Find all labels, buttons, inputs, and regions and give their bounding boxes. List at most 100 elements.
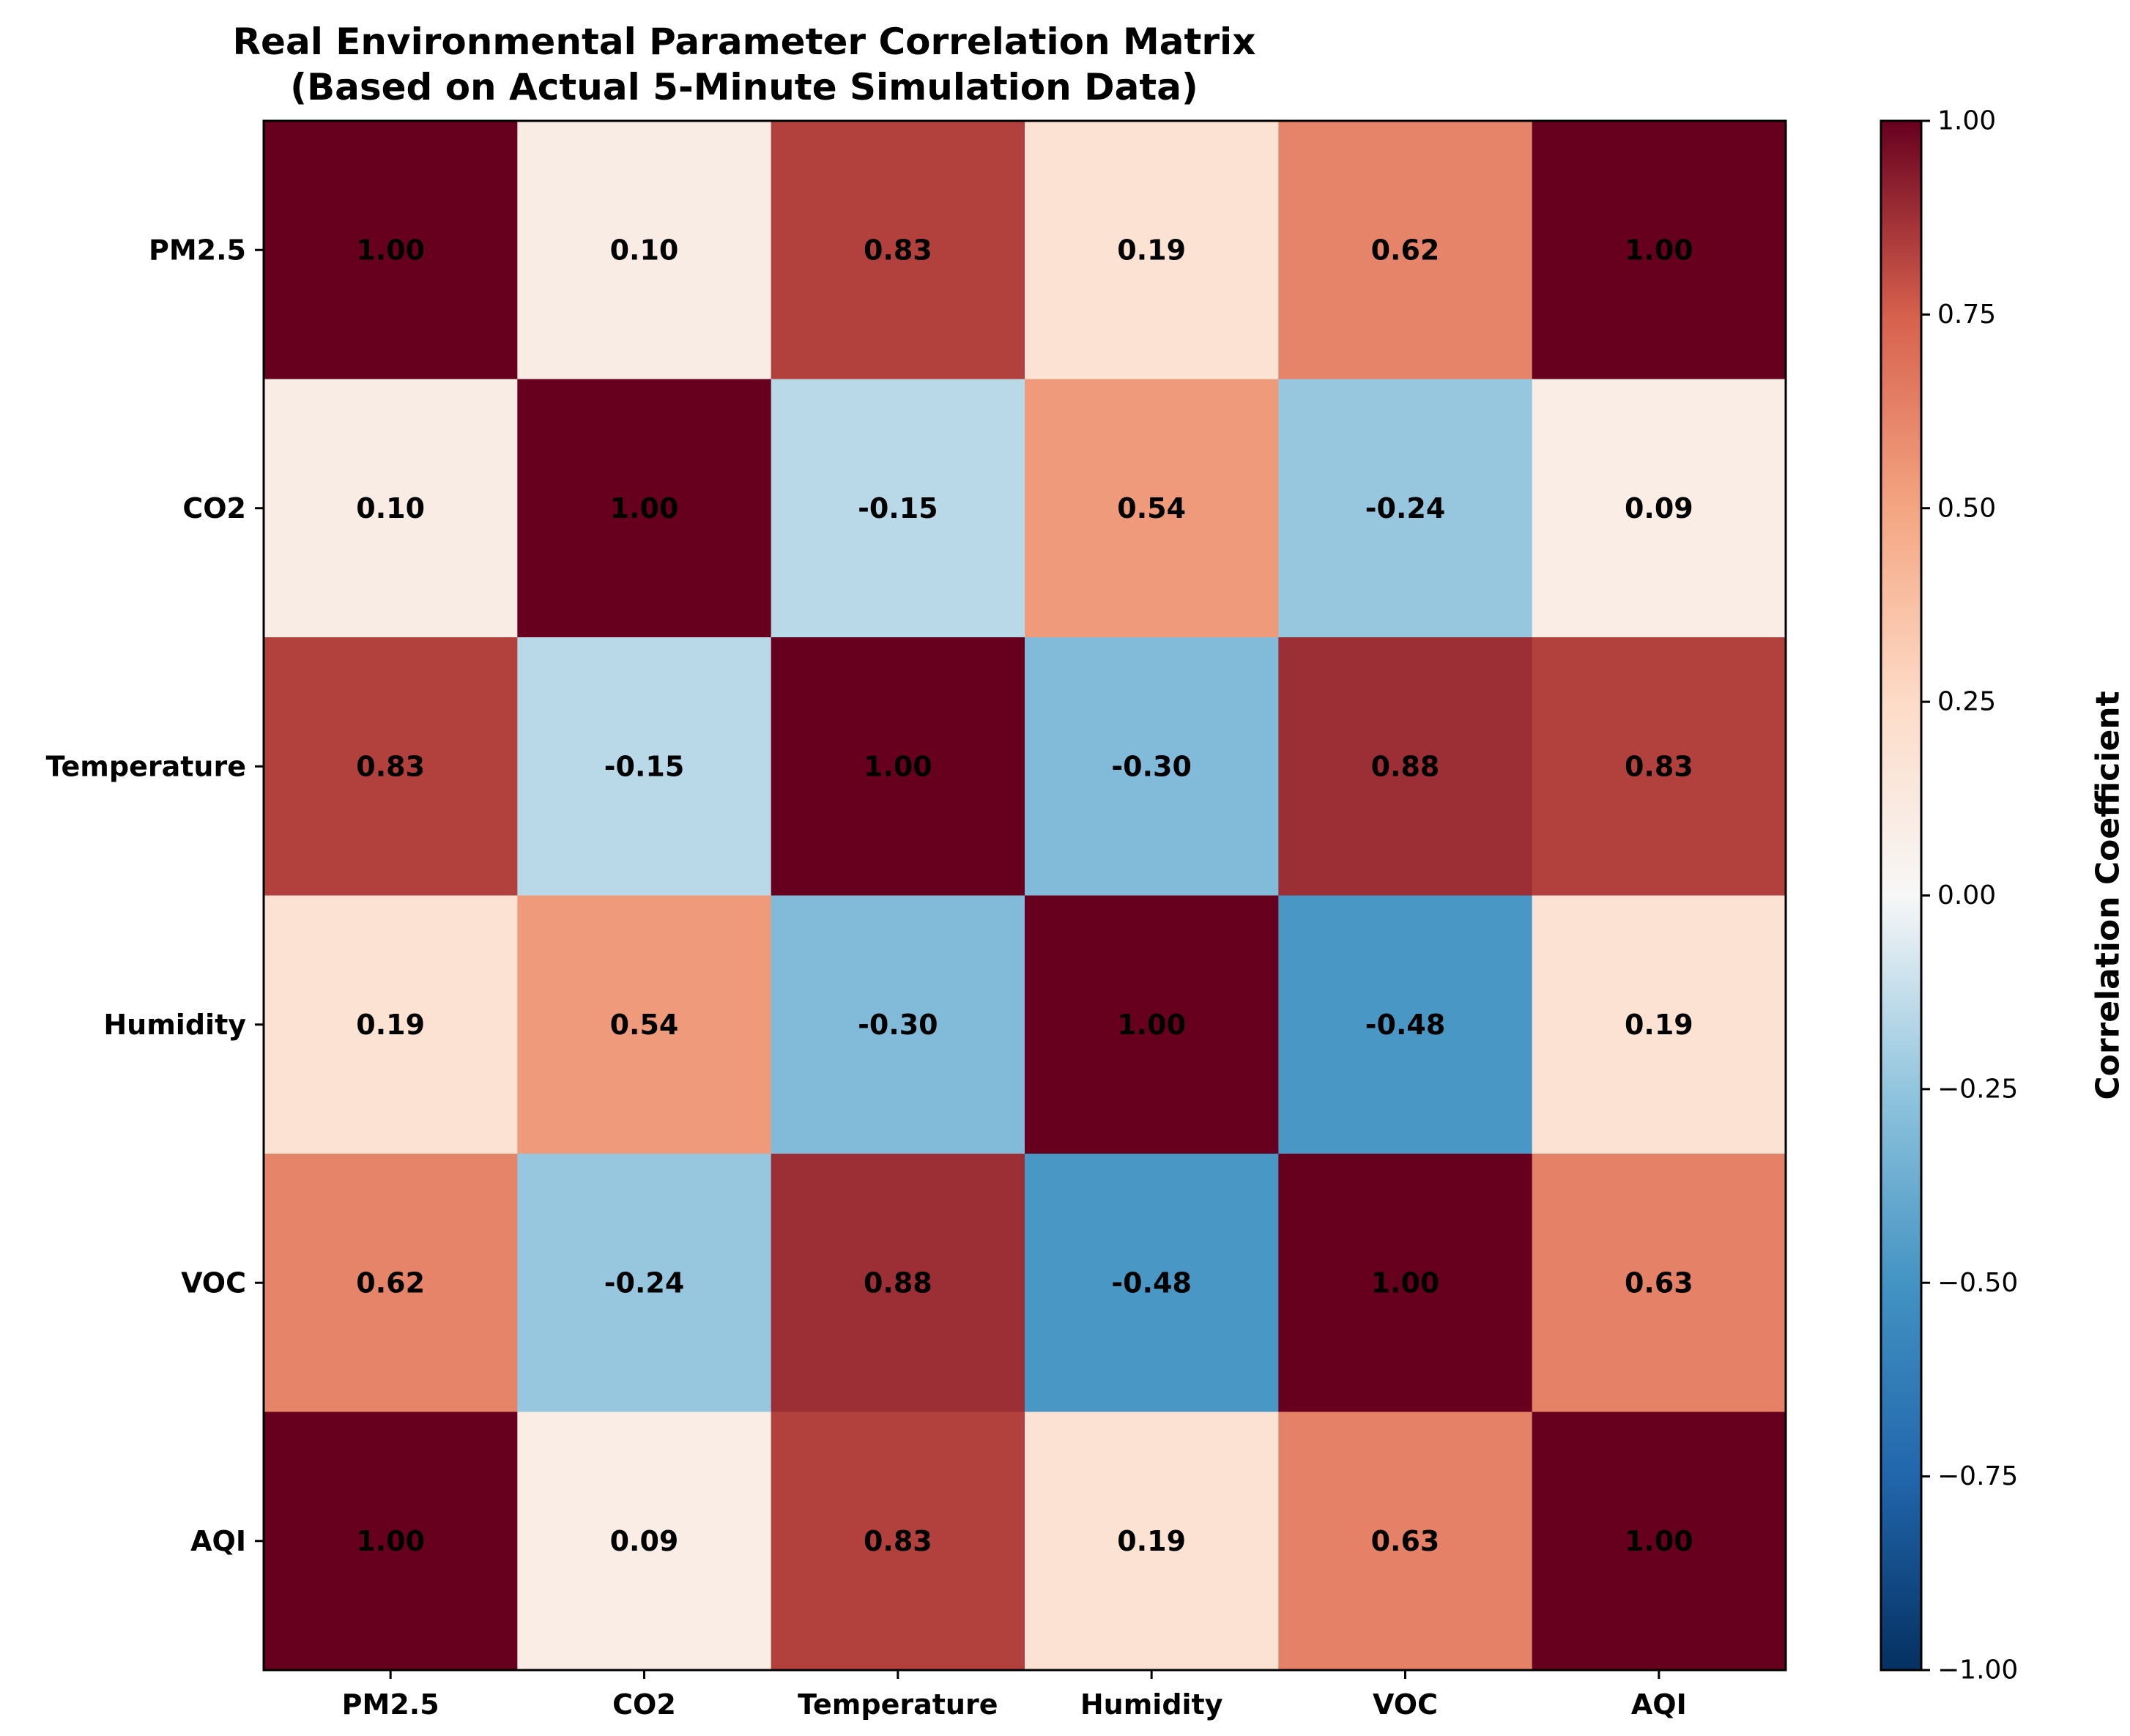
y-tick-label: CO2 <box>182 492 246 524</box>
cell-value-label: 0.09 <box>1625 492 1693 524</box>
cell-value-label: 1.00 <box>1371 1266 1440 1299</box>
heatmap-cell <box>1025 379 1279 638</box>
heatmap-cell <box>264 121 518 379</box>
y-tick-label: Temperature <box>46 750 246 782</box>
cell-value-label: 0.62 <box>1371 234 1440 266</box>
heatmap-cell <box>264 1154 518 1412</box>
x-tick-label: PM2.5 <box>342 1688 439 1721</box>
cell-value-label: -0.24 <box>604 1266 685 1299</box>
cell-value-label: 1.00 <box>356 1525 425 1557</box>
cell-value-label: 1.00 <box>1117 1009 1186 1041</box>
cell-value-label: 0.54 <box>1117 492 1186 524</box>
cell-value-label: 1.00 <box>356 234 425 266</box>
heatmap-cell <box>264 637 518 896</box>
heatmap-cell <box>517 121 772 379</box>
cell-value-label: 0.88 <box>864 1266 932 1299</box>
cell-value-label: 0.10 <box>610 234 679 266</box>
cell-value-label: 0.10 <box>356 492 425 524</box>
heatmap-cells <box>264 121 1786 1671</box>
heatmap-cell <box>1278 121 1533 379</box>
heatmap-cell <box>771 121 1025 379</box>
cell-value-label: 0.88 <box>1371 750 1440 782</box>
chart-title: Real Environmental Parameter Correlation… <box>233 21 1256 63</box>
heatmap-cell <box>771 379 1025 638</box>
colorbar-tick-label: 0.50 <box>1937 493 1996 523</box>
cell-value-label: 0.83 <box>864 234 932 266</box>
heatmap-cell <box>1278 895 1533 1154</box>
heatmap-cell <box>1532 1412 1786 1671</box>
heatmap-cell <box>517 379 772 638</box>
cell-value-label: 0.62 <box>356 1266 425 1299</box>
heatmap-cell <box>264 1412 518 1671</box>
colorbar-tick-label: 0.75 <box>1937 300 1996 330</box>
cell-value-label: 0.63 <box>1371 1525 1440 1557</box>
heatmap-cell <box>1532 637 1786 896</box>
cell-value-label: 0.19 <box>1625 1009 1693 1041</box>
cell-value-label: 1.00 <box>1625 1525 1693 1557</box>
colorbar-tick-label: 1.00 <box>1937 106 1996 136</box>
cell-value-label: 0.54 <box>610 1009 679 1041</box>
cell-value-label: 0.19 <box>356 1009 425 1041</box>
plot-frame <box>262 119 1787 1672</box>
y-tick-label: Humidity <box>103 1009 246 1041</box>
cell-value-label: -0.30 <box>858 1009 938 1041</box>
heatmap-cell <box>1025 1154 1279 1412</box>
colorbar-tick-label: −0.25 <box>1937 1074 2018 1104</box>
heatmap-cell <box>517 1154 772 1412</box>
heatmap-cell <box>1532 379 1786 638</box>
heatmap-cell <box>1278 1154 1533 1412</box>
heatmap-cell <box>1278 637 1533 896</box>
heatmap-cell <box>264 379 518 638</box>
cell-value-label: 0.19 <box>1117 234 1186 266</box>
x-tick-label: VOC <box>1373 1688 1438 1721</box>
cell-value-label: -0.30 <box>1111 750 1192 782</box>
colorbar-ticks: 1.00 0.75 0.50 0.25 0.00 −0.25 −0.50 −0.75 −1.00 <box>1921 106 2018 1685</box>
cell-value-label: 1.00 <box>1625 234 1693 266</box>
heatmap-cell <box>517 895 772 1154</box>
heatmap-cell <box>517 637 772 896</box>
cell-value-label: 0.83 <box>1625 750 1693 782</box>
x-tick-label: CO2 <box>612 1688 676 1721</box>
colorbar: 1.00 0.75 0.50 0.25 0.00 −0.25 −0.50 −0.75 −1.00… <box>1879 106 2127 1685</box>
cell-value-label: -0.15 <box>604 750 685 782</box>
heatmap-cell <box>1025 1412 1279 1671</box>
x-tick-label: AQI <box>1631 1688 1687 1721</box>
heatmap-cell <box>1532 1154 1786 1412</box>
cell-value-label: -0.24 <box>1365 492 1446 524</box>
cell-value-label: 1.00 <box>610 492 679 524</box>
cell-value-label: 0.83 <box>356 750 425 782</box>
colorbar-tick-label: 0.00 <box>1937 880 1996 910</box>
y-tick-label: AQI <box>190 1525 246 1557</box>
heatmap-cell <box>1025 637 1279 896</box>
cell-value-label: 0.19 <box>1117 1525 1186 1557</box>
cell-value-label: 0.09 <box>610 1525 679 1557</box>
heatmap-cell <box>1278 1412 1533 1671</box>
heatmap-cell <box>264 895 518 1154</box>
y-tick-label: VOC <box>181 1266 246 1299</box>
cell-value-label: 0.63 <box>1625 1266 1693 1299</box>
cell-value-label: 1.00 <box>864 750 932 782</box>
x-tick-label: Humidity <box>1080 1688 1223 1721</box>
x-axis-ticks: PM2.5 CO2 Temperature Humidity VOC AQI <box>342 1670 1687 1721</box>
heatmap-cell <box>1025 121 1279 379</box>
heatmap-cell <box>771 895 1025 1154</box>
heatmap-cell-labels: 1.00 0.10 0.83 0.19 0.62 1.00 0.10 1.00 -0.15 0.5… <box>356 234 1693 1557</box>
heatmap-cell <box>1532 121 1786 379</box>
cell-value-label: 0.83 <box>864 1525 932 1557</box>
colorbar-tick-label: −1.00 <box>1937 1655 2018 1685</box>
cell-value-label: -0.15 <box>858 492 938 524</box>
cell-value-label: -0.48 <box>1111 1266 1192 1299</box>
colorbar-gradient <box>1879 119 1923 1672</box>
cell-value-label: -0.48 <box>1365 1009 1446 1041</box>
heatmap-cell <box>771 1154 1025 1412</box>
y-axis-ticks: PM2.5 CO2 Temperature Humidity VOC AQI <box>46 234 264 1557</box>
colorbar-tick-label: 0.25 <box>1937 687 1996 717</box>
colorbar-tick-label: −0.75 <box>1937 1461 2018 1491</box>
colorbar-title: Correlation Coefficient <box>2090 691 2127 1099</box>
heatmap-cell <box>1532 895 1786 1154</box>
x-tick-label: Temperature <box>798 1688 998 1721</box>
y-tick-label: PM2.5 <box>149 234 246 266</box>
heatmap-cell <box>771 637 1025 896</box>
chart-subtitle: (Based on Actual 5-Minute Simulation Dat… <box>290 66 1198 108</box>
